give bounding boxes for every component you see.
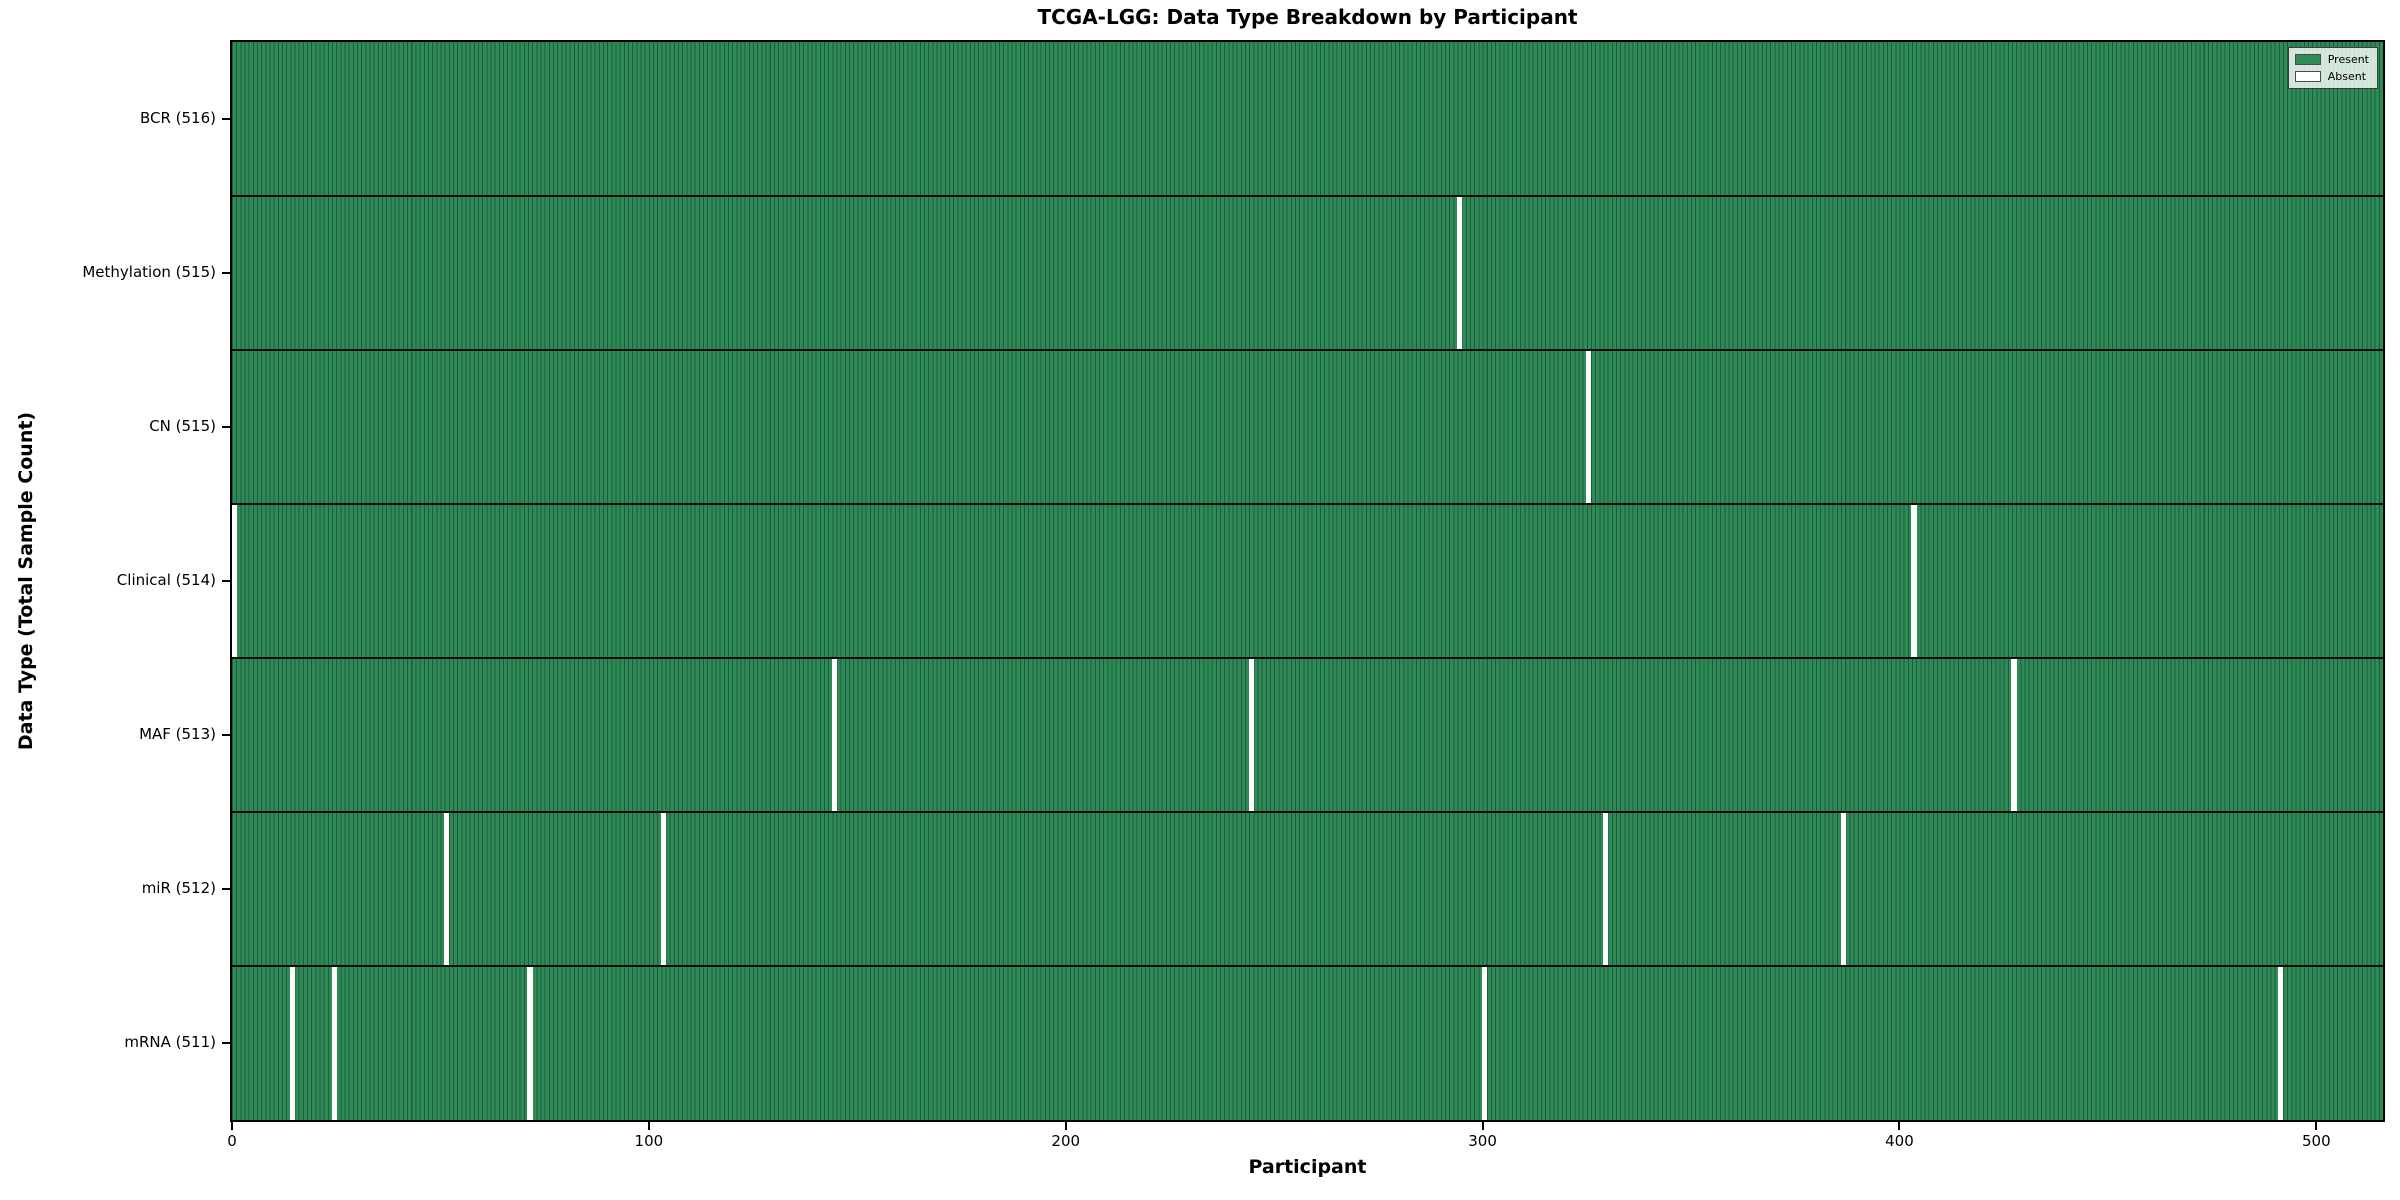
- absent-gap: [1482, 966, 1488, 1120]
- y-tick-label: Methylation (515): [82, 263, 216, 281]
- row-separator: [232, 503, 2383, 505]
- y-tick: [222, 426, 230, 428]
- y-tick-label: miR (512): [141, 879, 216, 897]
- x-tick-label: 500: [2301, 1132, 2331, 1150]
- row-separator: [232, 195, 2383, 197]
- y-tick: [222, 272, 230, 274]
- x-tick-label: 300: [1468, 1132, 1497, 1150]
- absent-gap: [1602, 812, 1609, 966]
- absent-gap: [1840, 812, 1846, 966]
- legend-item-present: Present: [2294, 53, 2369, 66]
- x-tick: [647, 1122, 650, 1130]
- legend-label-present: Present: [2327, 53, 2369, 66]
- row-methylation: [232, 196, 2383, 350]
- row-separator: [232, 811, 2383, 813]
- absent-gap: [660, 812, 667, 966]
- y-tick: [222, 580, 230, 582]
- absent-gap: [1586, 350, 1592, 504]
- row-mir: [232, 812, 2383, 966]
- row-separator: [232, 657, 2383, 659]
- row-separator: [232, 965, 2383, 967]
- legend-item-absent: Absent: [2294, 70, 2369, 83]
- absent-gap: [1911, 504, 1917, 658]
- x-tick: [2315, 1122, 2318, 1130]
- absent-gap: [1248, 658, 1254, 812]
- y-tick-label: MAF (513): [139, 725, 216, 743]
- legend-swatch-absent: [2294, 71, 2321, 82]
- y-tick-label: CN (515): [149, 417, 216, 435]
- x-tick-label: 100: [634, 1132, 664, 1150]
- legend-swatch-present: [2294, 54, 2321, 65]
- legend: Present Absent: [2287, 47, 2378, 89]
- y-tick: [222, 888, 230, 890]
- chart-title: TCGA-LGG: Data Type Breakdown by Partici…: [1037, 5, 1578, 29]
- absent-gap: [231, 504, 237, 658]
- y-tick-label: Clinical (514): [116, 571, 216, 589]
- x-tick: [1481, 1122, 1484, 1130]
- x-tick-label: 200: [1051, 1132, 1081, 1150]
- x-tick: [1898, 1122, 1901, 1130]
- y-tick: [222, 734, 230, 736]
- absent-gap: [527, 966, 533, 1120]
- y-tick: [222, 1042, 230, 1044]
- absent-gap: [831, 658, 837, 812]
- row-maf: [232, 658, 2383, 812]
- x-tick: [231, 1122, 233, 1130]
- x-axis-label: Participant: [1248, 1156, 1367, 1178]
- x-tick-label: 0: [227, 1132, 237, 1150]
- row-separator: [232, 349, 2383, 351]
- row-clinical: [231, 504, 2383, 658]
- absent-gap: [1457, 196, 1463, 350]
- row-mrna: [232, 966, 2383, 1120]
- absent-gap: [289, 966, 296, 1120]
- row-bcr: [232, 42, 2383, 196]
- plot-area: Present Absent: [230, 40, 2385, 1122]
- row-cn: [232, 350, 2383, 504]
- absent-gap: [2011, 658, 2017, 812]
- y-tick-label: BCR (516): [139, 109, 216, 127]
- absent-gap: [444, 812, 450, 966]
- y-tick: [222, 118, 230, 120]
- y-tick-label: mRNA (511): [124, 1033, 216, 1051]
- legend-label-absent: Absent: [2327, 70, 2367, 83]
- absent-gap: [331, 966, 337, 1120]
- absent-gap: [2278, 966, 2284, 1120]
- x-tick-label: 400: [1885, 1132, 1914, 1150]
- x-tick: [1064, 1122, 1067, 1130]
